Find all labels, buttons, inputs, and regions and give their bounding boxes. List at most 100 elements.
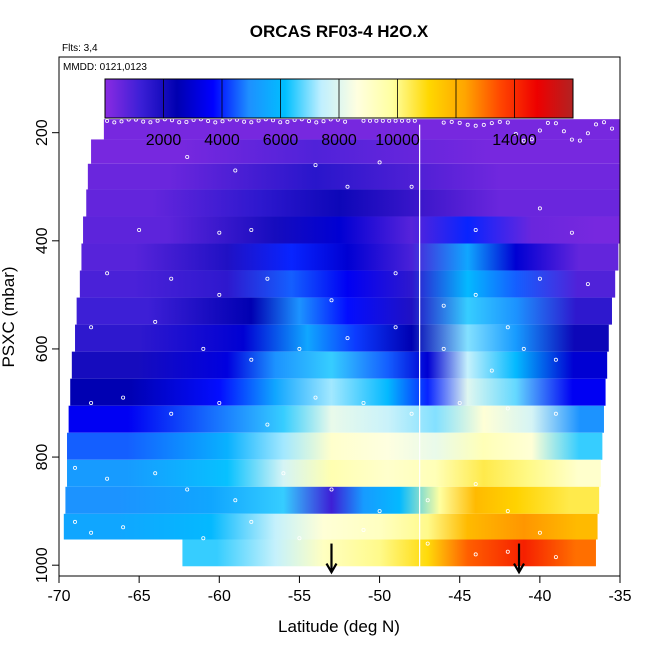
sample-point [220, 119, 225, 124]
sample-point [457, 120, 462, 125]
sample-point [270, 118, 275, 123]
sample-point [185, 487, 190, 492]
heatmap-row [67, 432, 603, 460]
colorbar-tick-label: 2000 [146, 132, 182, 149]
sample-point [465, 122, 470, 127]
sample-point [313, 395, 318, 400]
sample-point [505, 549, 510, 554]
sample-point [537, 128, 542, 133]
sample-point [361, 118, 366, 123]
sample-point [594, 122, 599, 127]
sample-point [217, 400, 222, 405]
sample-point [153, 541, 158, 546]
y-tick-label: 600 [34, 335, 51, 362]
sample-point [393, 325, 398, 330]
x-tick-label: -60 [208, 588, 231, 605]
sample-point [265, 422, 270, 427]
sample-point [409, 411, 414, 416]
sample-point [73, 519, 78, 524]
sample-point [297, 536, 302, 541]
sample-point [217, 292, 222, 297]
sample-point [177, 120, 182, 125]
flights-label: Flts: 3,4 [62, 43, 98, 54]
colorbar-tick-label: 10000 [375, 132, 420, 149]
sample-point [313, 163, 318, 168]
sample-point [489, 368, 494, 373]
sample-point [399, 118, 404, 123]
y-tick-label: 400 [34, 227, 51, 254]
sample-point [553, 357, 558, 362]
sample-point [281, 471, 286, 476]
sample-point [505, 325, 510, 330]
sample-point [233, 498, 238, 503]
sample-point [569, 137, 574, 142]
sample-point [141, 119, 146, 124]
sample-point [345, 184, 350, 189]
heatmap-row [70, 378, 606, 406]
sample-point [278, 120, 283, 125]
sample-point [89, 400, 94, 405]
sample-point [121, 525, 126, 530]
sample-point [441, 303, 446, 308]
sample-point [361, 528, 366, 533]
heatmap-row [75, 324, 609, 352]
sample-point [329, 487, 334, 492]
sample-point [105, 118, 110, 123]
sample-point [537, 206, 542, 211]
sample-point [169, 411, 174, 416]
sample-point [441, 120, 446, 125]
x-tick-label: -65 [128, 588, 151, 605]
sample-point [206, 119, 211, 124]
heatmap-row [68, 405, 604, 433]
sample-point [89, 325, 94, 330]
colorbar-tick-label: 4000 [204, 132, 240, 149]
sample-point [265, 276, 270, 281]
sample-point [297, 346, 302, 351]
sample-point [489, 121, 494, 126]
sample-point [585, 131, 590, 136]
sample-point [380, 118, 385, 123]
sample-point [155, 118, 160, 123]
sample-point [505, 120, 510, 125]
sample-point [513, 131, 518, 136]
sample-point [105, 476, 110, 481]
sample-point [473, 552, 478, 557]
plot-frame [58, 56, 621, 577]
sample-point [249, 519, 254, 524]
x-tick-label: -40 [528, 588, 551, 605]
chart-title: ORCAS RF03-4 H2O.X [250, 22, 429, 41]
sample-point [441, 346, 446, 351]
sample-point [314, 120, 319, 125]
sample-point [169, 118, 174, 123]
sample-point [169, 276, 174, 281]
sample-point [409, 184, 414, 189]
sample-point [585, 282, 590, 287]
y-tick-label: 800 [34, 444, 51, 471]
sample-point [377, 160, 382, 165]
heatmap-row [182, 539, 596, 567]
sample-point [242, 119, 247, 124]
plot-area [63, 117, 621, 576]
y-tick-label: 200 [34, 119, 51, 146]
sample-point [121, 395, 126, 400]
sample-point [249, 120, 254, 125]
sample-point [545, 120, 550, 125]
sample-point [577, 138, 582, 143]
colorbar-tick-label: 6000 [263, 132, 299, 149]
sample-point [285, 119, 290, 124]
sample-point [119, 119, 124, 124]
sample-point [105, 271, 110, 276]
sample-point [473, 227, 478, 232]
x-tick-label: -55 [288, 588, 311, 605]
colorbar-tick-label: 14000 [492, 132, 537, 149]
sample-point [449, 119, 454, 124]
sample-point [148, 120, 153, 125]
sample-point [553, 121, 558, 126]
sample-point [112, 120, 117, 125]
sample-point [412, 118, 417, 123]
heatmap-row [67, 459, 601, 487]
sample-point [89, 530, 94, 535]
sample-point [213, 120, 218, 125]
sample-point [393, 271, 398, 276]
